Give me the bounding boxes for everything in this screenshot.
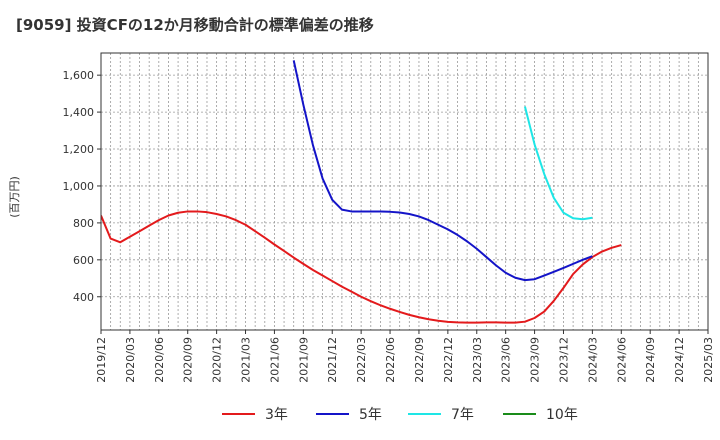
plot-area bbox=[101, 53, 708, 330]
legend: 3年 5年 7年 10年 bbox=[222, 407, 578, 423]
x-tick-label: 2021/09 bbox=[297, 337, 310, 383]
x-tick-label: 2024/06 bbox=[615, 337, 628, 383]
x-tick-label: 2020/03 bbox=[124, 337, 137, 383]
y-tick-label: 1,400 bbox=[63, 106, 95, 119]
y-tick-label: 1,600 bbox=[63, 69, 95, 82]
y-axis-label: (百万円) bbox=[8, 176, 21, 218]
x-tick-label: 2022/12 bbox=[442, 337, 455, 383]
axes: 400 600 800 1,000 1,200 1,400 1,600 2019/12 2020… bbox=[63, 52, 715, 383]
y-tick-label: 800 bbox=[73, 217, 94, 230]
series-line-3年 bbox=[101, 210, 622, 324]
y-tick-label: 1,000 bbox=[63, 180, 95, 193]
x-tick-label: 2019/12 bbox=[95, 337, 108, 383]
x-tick-label: 2024/09 bbox=[644, 337, 657, 383]
series-line-7年 bbox=[523, 106, 593, 221]
x-tick-label: 2021/06 bbox=[268, 337, 281, 383]
series-line-5年 bbox=[292, 60, 593, 282]
x-tick-label: 2022/06 bbox=[384, 337, 397, 383]
x-tick-label: 2024/12 bbox=[673, 337, 686, 383]
x-tick-label: 2021/12 bbox=[326, 337, 339, 383]
x-tick-label: 2022/03 bbox=[355, 337, 368, 383]
plot-frame bbox=[100, 52, 709, 331]
x-tick-label: 2023/03 bbox=[471, 337, 484, 383]
x-tick-label: 2020/12 bbox=[211, 337, 224, 383]
legend-label-5年: 5年 bbox=[359, 407, 382, 423]
legend-label-3年: 3年 bbox=[265, 407, 288, 423]
y-tick-label: 400 bbox=[73, 291, 94, 304]
x-tick-label: 2020/09 bbox=[182, 337, 195, 383]
x-tick-label: 2021/03 bbox=[240, 337, 253, 383]
grid bbox=[101, 53, 708, 330]
series-layer bbox=[101, 60, 622, 324]
chart-title: [9059] 投資CFの12か月移動合計の標準偏差の推移 bbox=[16, 16, 374, 34]
x-tick-label: 2020/06 bbox=[153, 337, 166, 383]
x-tick-label: 2025/03 bbox=[702, 337, 715, 383]
x-tick-label: 2024/03 bbox=[586, 337, 599, 383]
y-tick-label: 1,200 bbox=[63, 143, 95, 156]
x-tick-label: 2023/06 bbox=[500, 337, 513, 383]
x-tick-label: 2023/12 bbox=[557, 337, 570, 383]
x-tick-label: 2023/09 bbox=[529, 337, 542, 383]
legend-label-7年: 7年 bbox=[451, 407, 474, 423]
y-tick-label: 600 bbox=[73, 254, 94, 267]
legend-label-10年: 10年 bbox=[546, 407, 578, 423]
x-tick-label: 2022/09 bbox=[413, 337, 426, 383]
